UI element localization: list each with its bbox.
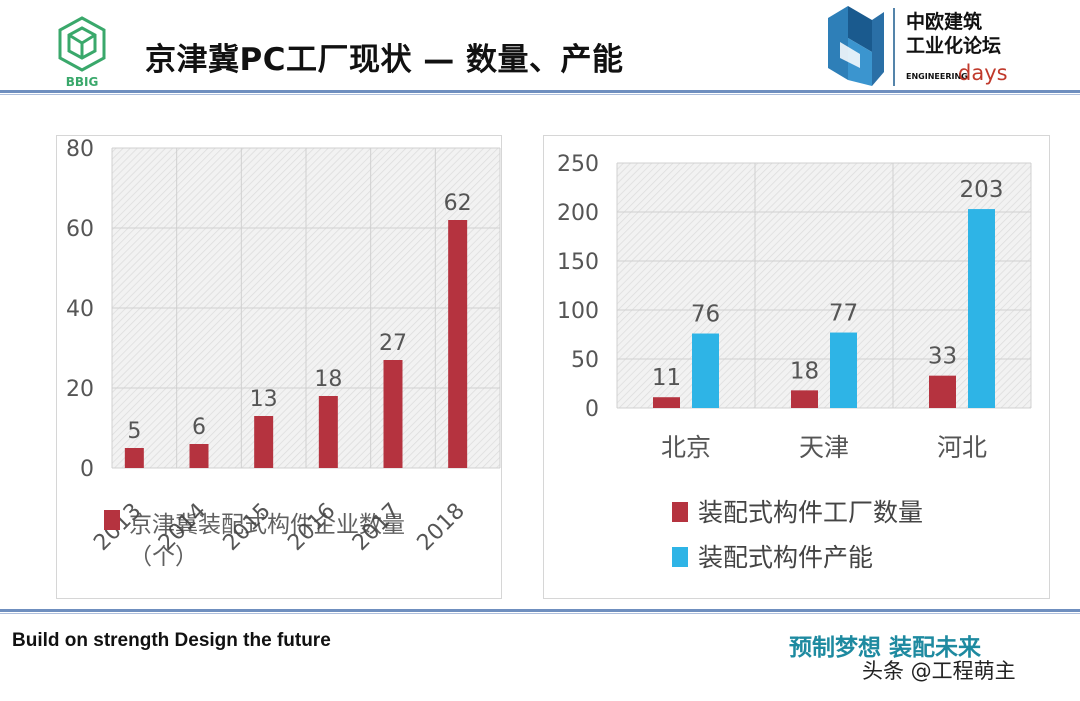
bar: [653, 397, 680, 408]
legend-label: 京津冀装配式构件企业数量: [129, 512, 405, 538]
bar: [968, 209, 995, 408]
y-tick-label: 100: [557, 299, 599, 324]
footer-slogan-chinese: 预制梦想 装配未来: [789, 635, 982, 661]
legend-swatch: [672, 502, 688, 522]
bar: [383, 360, 403, 468]
header-divider-thin: [0, 94, 1080, 95]
data-label: 76: [691, 302, 720, 328]
y-tick-label: 60: [66, 217, 94, 242]
bar: [318, 396, 338, 468]
x-tick-label: 河北: [937, 433, 987, 462]
x-tick-label: 天津: [799, 433, 849, 462]
legend-label: 装配式构件工厂数量: [698, 498, 923, 527]
bar: [124, 448, 144, 468]
data-label: 33: [928, 344, 957, 370]
bar: [791, 390, 818, 408]
data-label: 6: [192, 415, 206, 440]
logo-line2: 工业化论坛: [906, 34, 1001, 57]
legend-label-unit: （个）: [129, 544, 198, 570]
bbig-logo-text: BBIG: [66, 75, 99, 89]
plot-area: [617, 163, 1031, 408]
data-label: 18: [314, 367, 342, 392]
data-label: 13: [250, 387, 278, 412]
bbig-logo: BBIG: [52, 14, 112, 90]
data-label: 11: [652, 365, 681, 391]
footer-divider-thin: [0, 613, 1080, 614]
y-tick-label: 200: [557, 201, 599, 226]
legend-label: 装配式构件产能: [698, 543, 873, 572]
data-label: 203: [960, 177, 1004, 203]
footer-divider: [0, 609, 1080, 612]
factory-capacity-chart: 0 50 100 150 200 250 11 76 北京 18 77 天津 33 203 河北装配式构件工…: [557, 152, 1032, 572]
data-label: 62: [444, 191, 472, 216]
header-divider: [0, 90, 1080, 93]
x-tick-label: 北京: [661, 433, 711, 462]
bar: [830, 332, 857, 408]
y-tick-label: 0: [80, 457, 94, 482]
footer-slogan-english: Build on strength Design the future: [12, 630, 331, 651]
enterprise-count-chart: 0204060805201362014132015182016272017622…: [66, 137, 501, 570]
bar: [254, 416, 274, 468]
y-tick-label: 150: [557, 250, 599, 275]
bbig-logo-icon: BBIG: [58, 16, 106, 89]
engineering-days-logo: 中欧建筑 工业化论坛 ENGINEERING days: [826, 2, 1076, 90]
chart-panel-right: 0 50 100 150 200 250 11 76 北京 18 77 天津 33 203 河北装配式构件工…: [543, 135, 1050, 599]
y-tick-label: 40: [66, 297, 94, 322]
chart-panel-left: 0204060805201362014132015182016272017622…: [56, 135, 502, 599]
data-label: 77: [829, 301, 858, 327]
x-tick-label: 2018: [413, 499, 470, 556]
logo-line1: 中欧建筑: [906, 10, 982, 33]
page-title: 京津冀PC工厂现状 — 数量、产能: [145, 42, 624, 78]
bar: [692, 333, 719, 408]
logo-days: days: [958, 61, 1008, 85]
y-tick-label: 250: [557, 152, 599, 177]
data-label: 18: [790, 358, 819, 384]
bar: [448, 220, 468, 468]
data-label: 27: [379, 331, 407, 356]
bar: [189, 444, 209, 468]
y-tick-label: 80: [66, 137, 94, 162]
legend-swatch: [672, 547, 688, 567]
engineering-days-logo-icon: 中欧建筑 工业化论坛 ENGINEERING days: [828, 6, 1008, 86]
y-tick-label: 50: [571, 348, 599, 373]
watermark: 头条 @工程萌主: [862, 659, 1016, 683]
legend-swatch: [104, 510, 120, 530]
bar: [929, 375, 956, 408]
logo-engineering: ENGINEERING: [906, 72, 968, 81]
data-label: 5: [127, 419, 141, 444]
y-tick-label: 20: [66, 377, 94, 402]
y-tick-label: 0: [585, 397, 599, 422]
